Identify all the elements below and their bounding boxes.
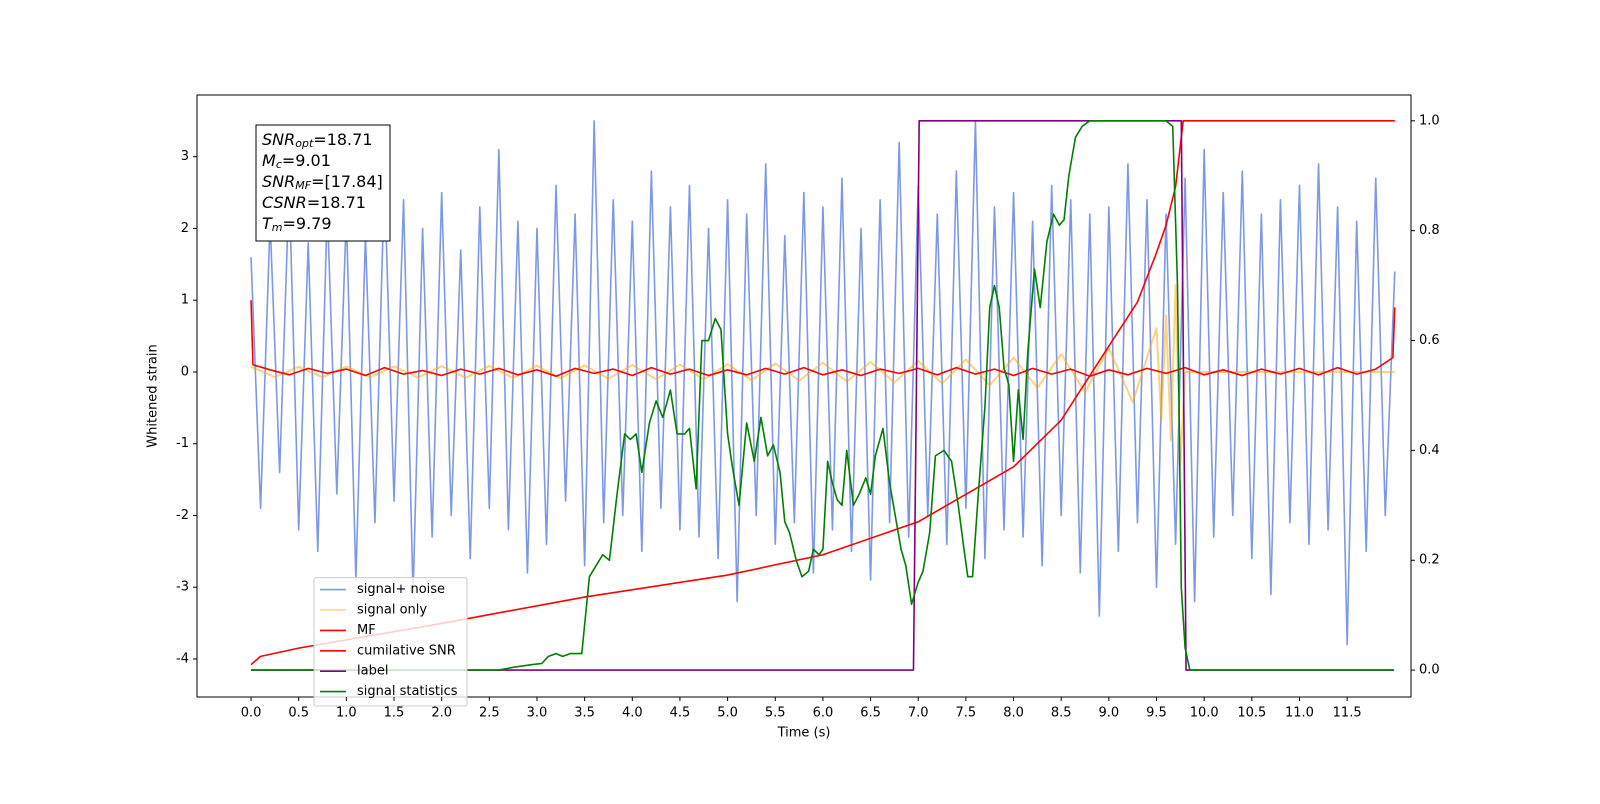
annotation-symbol: M bbox=[262, 151, 276, 170]
annotation-line: CSNR=18.71 bbox=[262, 193, 366, 212]
legend: signal+ noise signal only MF cumilative SNR… bbox=[313, 577, 468, 707]
x-tick-label: 1.0 bbox=[336, 706, 357, 721]
x-tick-label: 7.5 bbox=[956, 706, 977, 721]
x-tick-label: 6.5 bbox=[860, 706, 881, 721]
annotation-value: =[17.84] bbox=[311, 172, 383, 191]
x-tick-label: 0.5 bbox=[288, 706, 309, 721]
x-tick-label: 0.0 bbox=[241, 706, 262, 721]
y2-tick-label: 1.0 bbox=[1419, 113, 1440, 128]
series-line bbox=[250, 120, 1396, 646]
y-tick-label: -4 bbox=[176, 651, 189, 666]
legend-label: label bbox=[357, 664, 388, 679]
y-tick-label: 1 bbox=[181, 293, 189, 308]
x-tick-label: 8.0 bbox=[1003, 706, 1024, 721]
y-tick-label: 0 bbox=[181, 364, 189, 379]
annotation-box: SNRopt=18.71Mc=9.01SNRMF=[17.84]CSNR=18.… bbox=[255, 124, 391, 242]
legend-label: MF bbox=[357, 623, 376, 638]
y-tick-label: -3 bbox=[176, 580, 189, 595]
annotation-value: =9.01 bbox=[282, 151, 331, 170]
x-tick-label: 11.0 bbox=[1285, 706, 1314, 721]
y2-tick-label: 0.6 bbox=[1419, 333, 1440, 348]
y2-tick-label: 0.4 bbox=[1419, 443, 1440, 458]
y-tick-label: 3 bbox=[181, 149, 189, 164]
x-tick-label: 4.5 bbox=[670, 706, 691, 721]
x-tick-label: 5.0 bbox=[717, 706, 738, 721]
annotation-symbol: SNR bbox=[262, 130, 295, 149]
annotation-line: Tm=9.79 bbox=[262, 214, 332, 235]
annotation-line: SNRMF=[17.84] bbox=[262, 172, 383, 193]
legend-label: cumilative SNR bbox=[357, 643, 456, 658]
annotation-symbol: SNR bbox=[262, 172, 295, 191]
x-tick-label: 2.0 bbox=[431, 706, 452, 721]
x-tick-label: 9.0 bbox=[1099, 706, 1120, 721]
annotation-line: Mc=9.01 bbox=[262, 151, 331, 172]
x-tick-label: 6.0 bbox=[813, 706, 834, 721]
annotation-subscript: c bbox=[276, 158, 282, 171]
annotation-subscript: m bbox=[272, 221, 283, 234]
annotation-subscript: MF bbox=[295, 179, 311, 192]
x-tick-label: 8.5 bbox=[1051, 706, 1072, 721]
x-tick-label: 10.0 bbox=[1190, 706, 1219, 721]
annotation-value: =18.71 bbox=[313, 130, 372, 149]
y2-tick-label: 0.2 bbox=[1419, 553, 1440, 568]
x-tick-label: 3.5 bbox=[574, 706, 595, 721]
y-tick-label: -1 bbox=[176, 436, 189, 451]
x-tick-label: 10.5 bbox=[1237, 706, 1266, 721]
annotation-frame bbox=[255, 124, 391, 242]
y2-tick-label: 0.8 bbox=[1419, 223, 1440, 238]
annotation-line: SNRopt=18.71 bbox=[262, 130, 373, 151]
annotation-symbol: T bbox=[262, 214, 273, 233]
series-line bbox=[250, 300, 1396, 378]
axes-frame bbox=[196, 94, 1412, 698]
y-axis-label: Whitened strain bbox=[146, 344, 161, 447]
annotation-subscript: opt bbox=[295, 137, 314, 150]
series-line bbox=[251, 120, 1394, 671]
annotation-value: =18.71 bbox=[307, 193, 366, 212]
legend-label: signal only bbox=[357, 603, 427, 618]
x-tick-label: 7.0 bbox=[908, 706, 929, 721]
x-tick-label: 5.5 bbox=[765, 706, 786, 721]
x-tick-label: 4.0 bbox=[622, 706, 643, 721]
legend-label: signal+ noise bbox=[357, 582, 445, 597]
x-tick-label: 1.5 bbox=[384, 706, 405, 721]
legend-frame bbox=[313, 577, 468, 707]
x-tick-label: 3.0 bbox=[527, 706, 548, 721]
annotation-value: =9.79 bbox=[283, 214, 332, 233]
annotation-symbol: CSNR bbox=[262, 193, 307, 212]
x-tick-label: 2.5 bbox=[479, 706, 500, 721]
y-tick-label: -2 bbox=[176, 508, 189, 523]
x-axis-label: Time (s) bbox=[777, 726, 831, 741]
x-tick-label: 9.5 bbox=[1146, 706, 1167, 721]
y-tick-label: 2 bbox=[181, 221, 189, 236]
x-tick-label: 11.5 bbox=[1333, 706, 1362, 721]
y2-tick-label: 0.0 bbox=[1419, 663, 1440, 678]
legend-label: signal statistics bbox=[357, 684, 458, 699]
